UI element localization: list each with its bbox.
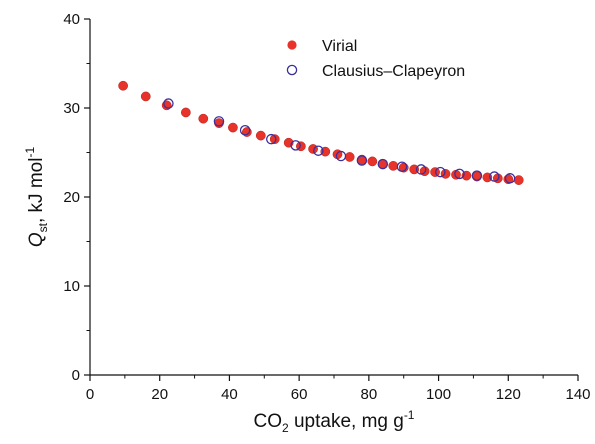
data-point [290, 140, 301, 151]
x-tick-label: 100 [426, 386, 451, 403]
data-point [356, 155, 368, 166]
data-point [504, 173, 516, 184]
legend: Virial Clausius–Clapeyron [286, 38, 465, 80]
data-point [377, 158, 389, 170]
x-tick-label: 0 [86, 386, 94, 403]
data-point [228, 122, 238, 133]
y-tick-label: 0 [72, 367, 80, 384]
data-point [335, 150, 347, 162]
data-point [344, 152, 355, 162]
x-tick-label: 80 [361, 386, 378, 403]
y-axis-title: Qst, kJ mol-1 [23, 147, 50, 248]
legend-label-virial: Virial [322, 38, 357, 55]
data-point [513, 175, 524, 185]
data-point [255, 130, 266, 141]
x-tick-label: 20 [151, 386, 168, 403]
x-tick-label: 120 [496, 386, 521, 403]
data-point [140, 91, 151, 102]
x-ticks: 0 20 40 60 80 100 120 140 [86, 375, 591, 403]
data-point [213, 116, 225, 127]
data-point [440, 169, 451, 179]
series-clausius-clapeyron [163, 98, 516, 184]
data-point [163, 98, 174, 109]
data-point [198, 113, 209, 124]
data-point [181, 107, 191, 118]
data-point [415, 164, 427, 175]
data-point [367, 156, 378, 167]
y-tick-label: 20 [63, 189, 80, 206]
y-tick-label: 40 [63, 11, 80, 28]
data-point [471, 170, 483, 181]
x-tick-label: 140 [565, 386, 590, 403]
data-point [388, 161, 399, 171]
data-point [266, 133, 277, 145]
data-point [118, 80, 128, 91]
data-point [308, 144, 318, 154]
data-point [396, 161, 408, 172]
data-point [435, 166, 446, 178]
data-point [454, 168, 465, 180]
legend-marker-clausius-clapeyron [286, 64, 298, 76]
x-tick-label: 40 [221, 386, 238, 403]
data-point [489, 171, 500, 182]
series-layer [118, 80, 524, 185]
legend-marker-virial [287, 40, 297, 50]
x-axis-title: CO2 uptake, mg g-1 [254, 408, 415, 435]
x-tick-label: 60 [291, 386, 308, 403]
data-point [239, 125, 251, 136]
plot-area: 0 20 40 60 80 100 120 140 0 10 20 30 40 [63, 11, 590, 403]
data-point [313, 145, 324, 156]
y-tick-label: 10 [63, 278, 80, 295]
y-ticks: 0 10 20 30 40 [63, 11, 90, 384]
series-virial [118, 80, 524, 185]
legend-label-clausius-clapeyron: Clausius–Clapeyron [322, 63, 465, 80]
data-point [269, 134, 280, 144]
y-tick-label: 30 [63, 100, 80, 117]
